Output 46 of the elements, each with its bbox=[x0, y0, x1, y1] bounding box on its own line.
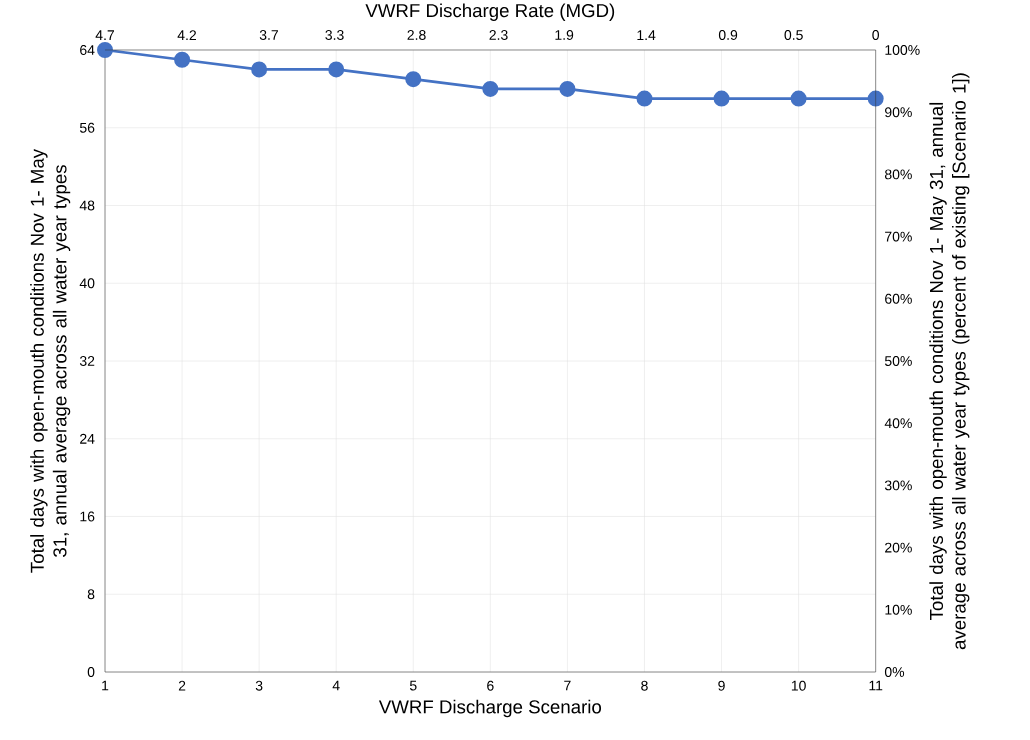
x-tick-label: 10 bbox=[791, 680, 806, 691]
y-tick-label: 48 bbox=[79, 200, 95, 211]
x-tick-label: 7 bbox=[564, 680, 571, 691]
y2-tick-label: 30% bbox=[884, 480, 912, 491]
y-tick-label: 56 bbox=[79, 122, 95, 133]
y-tick-label: 16 bbox=[80, 511, 95, 522]
y-tick-label: 0 bbox=[87, 667, 95, 677]
x-tick-label: 11 bbox=[869, 680, 883, 691]
y2-tick-label: 60% bbox=[885, 293, 912, 304]
x2-tick-label: 4.7 bbox=[95, 30, 115, 40]
y2-tick-label: 0% bbox=[884, 667, 905, 677]
y-tick-label: 32 bbox=[79, 356, 95, 366]
y-tick-label: 64 bbox=[80, 45, 95, 55]
x2-tick-label: 2.8 bbox=[407, 30, 426, 40]
x2-axis-title: VWRF Discharge Rate (MGD) bbox=[365, 3, 615, 21]
y2-tick-label: 40% bbox=[884, 418, 912, 429]
x2-tick-label: 3.7 bbox=[259, 30, 278, 40]
y2-tick-label: 80% bbox=[884, 169, 912, 180]
y2-axis-title: Total days with open-mouth conditions Nov 1- May 31, annual average across all water year types (percent of existing [Scenario 1]) bbox=[929, 73, 970, 650]
x-tick-label: 6 bbox=[487, 680, 494, 691]
y2-tick-label: 20% bbox=[885, 542, 912, 553]
x-tick-label: 2 bbox=[178, 680, 186, 691]
x2-tick-label: 2.3 bbox=[489, 30, 508, 40]
x2-tick-label: 0.5 bbox=[784, 30, 803, 40]
x2-tick-label: 0.9 bbox=[718, 30, 738, 40]
y-tick-label: 40 bbox=[79, 278, 95, 289]
y-tick-label: 24 bbox=[80, 433, 95, 444]
y-tick-label: 8 bbox=[87, 589, 95, 600]
x-tick-label: 4 bbox=[332, 680, 340, 691]
x2-tick-label: 0 bbox=[872, 30, 880, 40]
x2-tick-label: 1.9 bbox=[555, 30, 574, 40]
y2-tick-label: 50% bbox=[884, 356, 912, 366]
x2-tick-label: 3.3 bbox=[325, 30, 344, 40]
x-tick-label: 5 bbox=[409, 680, 417, 691]
x-tick-label: 3 bbox=[255, 680, 263, 691]
y2-tick-label: 10% bbox=[885, 604, 912, 615]
x-tick-label: 9 bbox=[718, 680, 725, 691]
y2-tick-label: 90% bbox=[885, 107, 912, 118]
x-tick-label: 8 bbox=[641, 680, 648, 691]
y2-tick-label: 70% bbox=[885, 231, 912, 242]
y2-tick-label: 100% bbox=[885, 45, 920, 55]
x-axis-title: VWRF Discharge Scenario bbox=[378, 699, 602, 718]
x2-tick-label: 4.2 bbox=[177, 30, 196, 40]
x2-tick-label: 1.4 bbox=[637, 30, 656, 40]
x-tick-label: 1 bbox=[102, 680, 109, 691]
y-axis-title: Total days with open-mouth conditions Nov 1- May 31, annual average across all water year types bbox=[30, 148, 71, 573]
